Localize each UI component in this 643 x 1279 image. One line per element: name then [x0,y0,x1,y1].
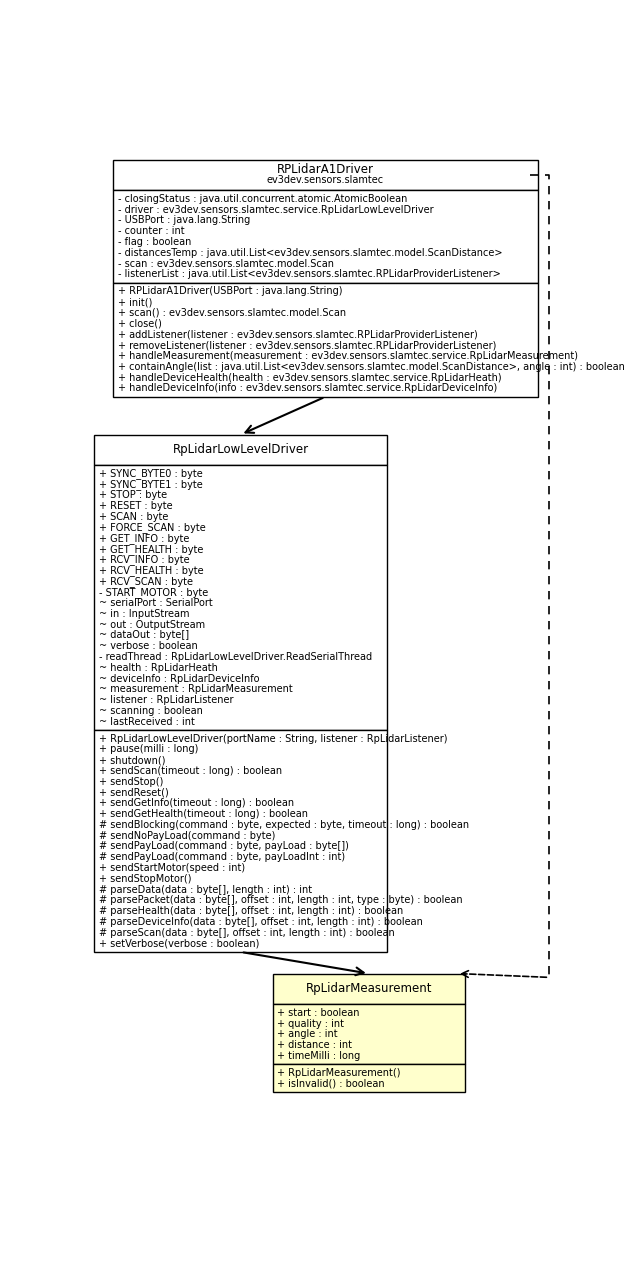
Text: ~ serialPort : SerialPort: ~ serialPort : SerialPort [99,599,213,608]
Text: + RCV_HEALTH : byte: + RCV_HEALTH : byte [99,565,204,577]
Text: + isInvalid() : boolean: + isInvalid() : boolean [277,1078,385,1088]
Text: + sendGetInfo(timeout : long) : boolean: + sendGetInfo(timeout : long) : boolean [99,798,294,808]
Text: ~ out : OutputStream: ~ out : OutputStream [99,620,205,629]
Bar [273,1004,465,1064]
Text: ~ deviceInfo : RpLidarDeviceInfo: ~ deviceInfo : RpLidarDeviceInfo [99,674,260,683]
Text: + FORCE_SCAN : byte: + FORCE_SCAN : byte [99,522,206,533]
Text: + init(): + init() [118,297,152,307]
Text: + containAngle(list : java.util.List<ev3dev.sensors.slamtec.model.ScanDistance>,: + containAngle(list : java.util.List<ev3… [118,362,624,372]
Text: + addListener(listener : ev3dev.sensors.slamtec.RPLidarProviderListener): + addListener(listener : ev3dev.sensors.… [118,330,477,339]
Text: + handleDeviceHealth(health : ev3dev.sensors.slamtec.service.RpLidarHeath): + handleDeviceHealth(health : ev3dev.sen… [118,372,501,382]
Bar [95,466,387,730]
Text: - flag : boolean: - flag : boolean [118,237,191,247]
Text: ~ listener : RpLidarListener: ~ listener : RpLidarListener [99,696,233,705]
Text: # sendPayLoad(command : byte, payLoadInt : int): # sendPayLoad(command : byte, payLoadInt… [99,852,345,862]
Text: + sendStopMotor(): + sendStopMotor() [99,874,192,884]
Text: + GET_HEALTH : byte: + GET_HEALTH : byte [99,544,203,555]
Text: ~ in : InputStream: ~ in : InputStream [99,609,190,619]
Text: + GET_INFO : byte: + GET_INFO : byte [99,533,189,544]
Text: + sendStop(): + sendStop() [99,776,163,787]
Text: # parseDeviceInfo(data : byte[], offset : int, length : int) : boolean: # parseDeviceInfo(data : byte[], offset … [99,917,423,927]
Text: - scan : ev3dev.sensors.slamtec.model.Scan: - scan : ev3dev.sensors.slamtec.model.Sc… [118,258,334,269]
Bar [273,1064,465,1092]
Text: # parseHealth(data : byte[], offset : int, length : int) : boolean: # parseHealth(data : byte[], offset : in… [99,906,403,916]
Text: + pause(milli : long): + pause(milli : long) [99,744,198,755]
Text: # parsePacket(data : byte[], offset : int, length : int, type : byte) : boolean: # parsePacket(data : byte[], offset : in… [99,895,462,906]
Text: ~ health : RpLidarHeath: ~ health : RpLidarHeath [99,663,218,673]
Text: + handleMeasurement(measurement : ev3dev.sensors.slamtec.service.RpLidarMeasurem: + handleMeasurement(measurement : ev3dev… [118,350,577,361]
Text: # sendBlocking(command : byte, expected : byte, timeout : long) : boolean: # sendBlocking(command : byte, expected … [99,820,469,830]
Bar [273,973,465,1004]
Text: RpLidarLowLevelDriver: RpLidarLowLevelDriver [173,444,309,457]
Text: + shutdown(): + shutdown() [99,755,165,765]
Text: + RpLidarLowLevelDriver(portName : String, listener : RpLidarListener): + RpLidarLowLevelDriver(portName : Strin… [99,734,448,743]
Text: + setVerbose(verbose : boolean): + setVerbose(verbose : boolean) [99,939,259,949]
Text: - USBPort : java.lang.String: - USBPort : java.lang.String [118,215,250,225]
Text: + angle : int: + angle : int [277,1030,338,1040]
Text: + handleDeviceInfo(info : ev3dev.sensors.slamtec.service.RpLidarDeviceInfo): + handleDeviceInfo(info : ev3dev.sensors… [118,384,497,394]
Bar [113,283,538,396]
Text: + RpLidarMeasurement(): + RpLidarMeasurement() [277,1068,401,1078]
Text: - readThread : RpLidarLowLevelDriver.ReadSerialThread: - readThread : RpLidarLowLevelDriver.Rea… [99,652,372,663]
Text: ~ dataOut : byte[]: ~ dataOut : byte[] [99,631,189,641]
Text: + SCAN : byte: + SCAN : byte [99,512,168,522]
Text: # parseScan(data : byte[], offset : int, length : int) : boolean: # parseScan(data : byte[], offset : int,… [99,927,395,938]
Text: + quality : int: + quality : int [277,1018,344,1028]
Bar [95,730,387,952]
Text: ~ verbose : boolean: ~ verbose : boolean [99,641,198,651]
Text: + RPLidarA1Driver(USBPort : java.lang.String): + RPLidarA1Driver(USBPort : java.lang.St… [118,286,342,297]
Text: + RCV_INFO : byte: + RCV_INFO : byte [99,555,190,565]
Text: - counter : int: - counter : int [118,226,184,237]
Text: + sendReset(): + sendReset() [99,788,168,798]
Text: ~ scanning : boolean: ~ scanning : boolean [99,706,203,716]
Text: RpLidarMeasurement: RpLidarMeasurement [305,982,432,995]
Text: + sendStartMotor(speed : int): + sendStartMotor(speed : int) [99,863,245,874]
Text: - driver : ev3dev.sensors.slamtec.service.RpLidarLowLevelDriver: - driver : ev3dev.sensors.slamtec.servic… [118,205,433,215]
Text: ~ measurement : RpLidarMeasurement: ~ measurement : RpLidarMeasurement [99,684,293,694]
Text: + close(): + close() [118,318,161,329]
Text: - START_MOTOR : byte: - START_MOTOR : byte [99,587,208,597]
Text: - closingStatus : java.util.concurrent.atomic.AtomicBoolean: - closingStatus : java.util.concurrent.a… [118,194,407,203]
Text: + distance : int: + distance : int [277,1040,352,1050]
Text: + RESET : byte: + RESET : byte [99,501,172,512]
Text: ~ lastReceived : int: ~ lastReceived : int [99,716,195,726]
Text: + STOP : byte: + STOP : byte [99,490,167,500]
Text: + start : boolean: + start : boolean [277,1008,359,1018]
Text: + SYNC_BYTE1 : byte: + SYNC_BYTE1 : byte [99,480,203,490]
Text: RPLidarA1Driver: RPLidarA1Driver [276,164,374,177]
Text: # parseData(data : byte[], length : int) : int: # parseData(data : byte[], length : int)… [99,885,312,894]
Text: + scan() : ev3dev.sensors.slamtec.model.Scan: + scan() : ev3dev.sensors.slamtec.model.… [118,308,346,318]
Text: + RCV_SCAN : byte: + RCV_SCAN : byte [99,576,193,587]
Text: - distancesTemp : java.util.List<ev3dev.sensors.slamtec.model.ScanDistance>: - distancesTemp : java.util.List<ev3dev.… [118,248,502,258]
Text: + sendScan(timeout : long) : boolean: + sendScan(timeout : long) : boolean [99,766,282,776]
Text: # sendNoPayLoad(command : byte): # sendNoPayLoad(command : byte) [99,830,275,840]
Text: - listenerList : java.util.List<ev3dev.sensors.slamtec.RPLidarProviderListener>: - listenerList : java.util.List<ev3dev.s… [118,270,500,279]
Text: + timeMilli : long: + timeMilli : long [277,1051,361,1060]
Text: + sendGetHealth(timeout : long) : boolean: + sendGetHealth(timeout : long) : boolea… [99,810,308,819]
Bar [113,160,538,191]
Text: ev3dev.sensors.slamtec: ev3dev.sensors.slamtec [267,175,384,185]
Bar [95,435,387,466]
Text: + SYNC_BYTE0 : byte: + SYNC_BYTE0 : byte [99,468,203,480]
Bar [113,191,538,283]
Text: # sendPayLoad(command : byte, payLoad : byte[]): # sendPayLoad(command : byte, payLoad : … [99,842,349,852]
Text: + removeListener(listener : ev3dev.sensors.slamtec.RPLidarProviderListener): + removeListener(listener : ev3dev.senso… [118,340,496,350]
